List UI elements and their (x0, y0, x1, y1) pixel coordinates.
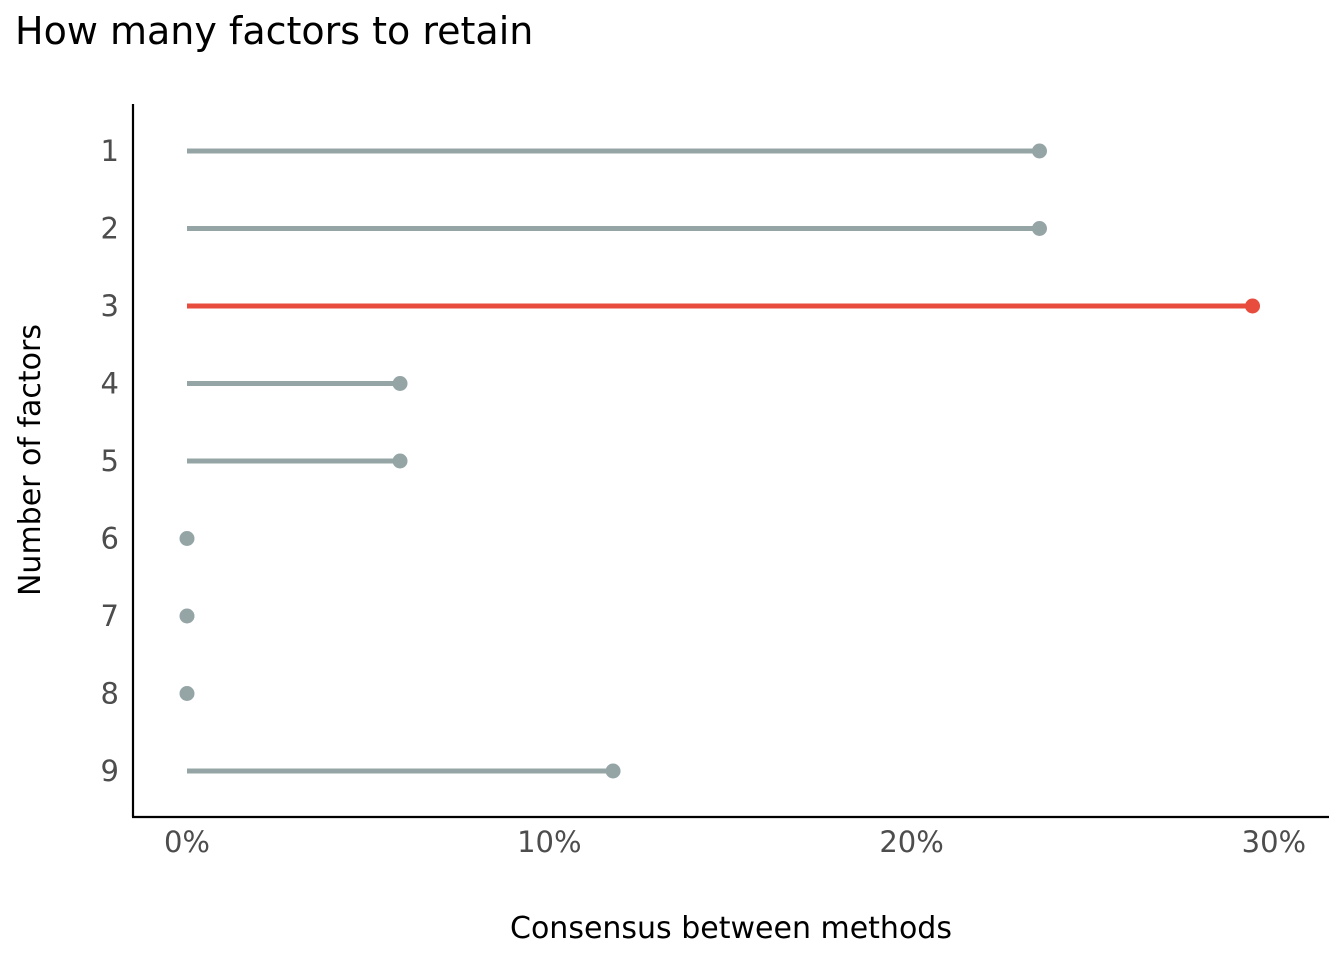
y-tick-label: 2 (101, 212, 119, 246)
y-tick-label: 4 (101, 367, 119, 401)
y-tick-label: 9 (101, 754, 119, 788)
y-tick-label: 8 (101, 677, 119, 711)
y-tick-label: 5 (101, 444, 119, 478)
lollipop-point (179, 686, 195, 701)
lollipop-point (605, 763, 621, 779)
x-tick-labels: 0% 10% 20% 30% (164, 825, 1306, 859)
x-tick-label: 10% (517, 825, 581, 859)
y-tick-label: 3 (101, 289, 119, 323)
y-tick-label: 7 (101, 599, 119, 633)
lollipop-point (179, 531, 195, 546)
chart-title: How many factors to retain (15, 9, 533, 53)
x-tick-label: 0% (164, 825, 210, 859)
x-tick-label: 30% (1242, 825, 1306, 859)
lollipop-point (179, 608, 195, 624)
lollipop-point (1245, 298, 1261, 314)
lollipop-point (1031, 221, 1047, 236)
y-tick-label: 1 (101, 134, 119, 168)
lollipop-marks (179, 143, 1261, 779)
lollipop-point (1031, 143, 1047, 159)
y-tick-label: 6 (101, 522, 119, 556)
x-axis-title: Consensus between methods (510, 911, 952, 946)
x-tick-label: 20% (879, 825, 943, 859)
y-axis-title: Number of factors (13, 324, 48, 596)
lollipop-point (392, 376, 408, 391)
y-tick-labels: 1 2 3 4 5 6 7 8 9 (101, 134, 119, 788)
lollipop-point (392, 453, 408, 469)
